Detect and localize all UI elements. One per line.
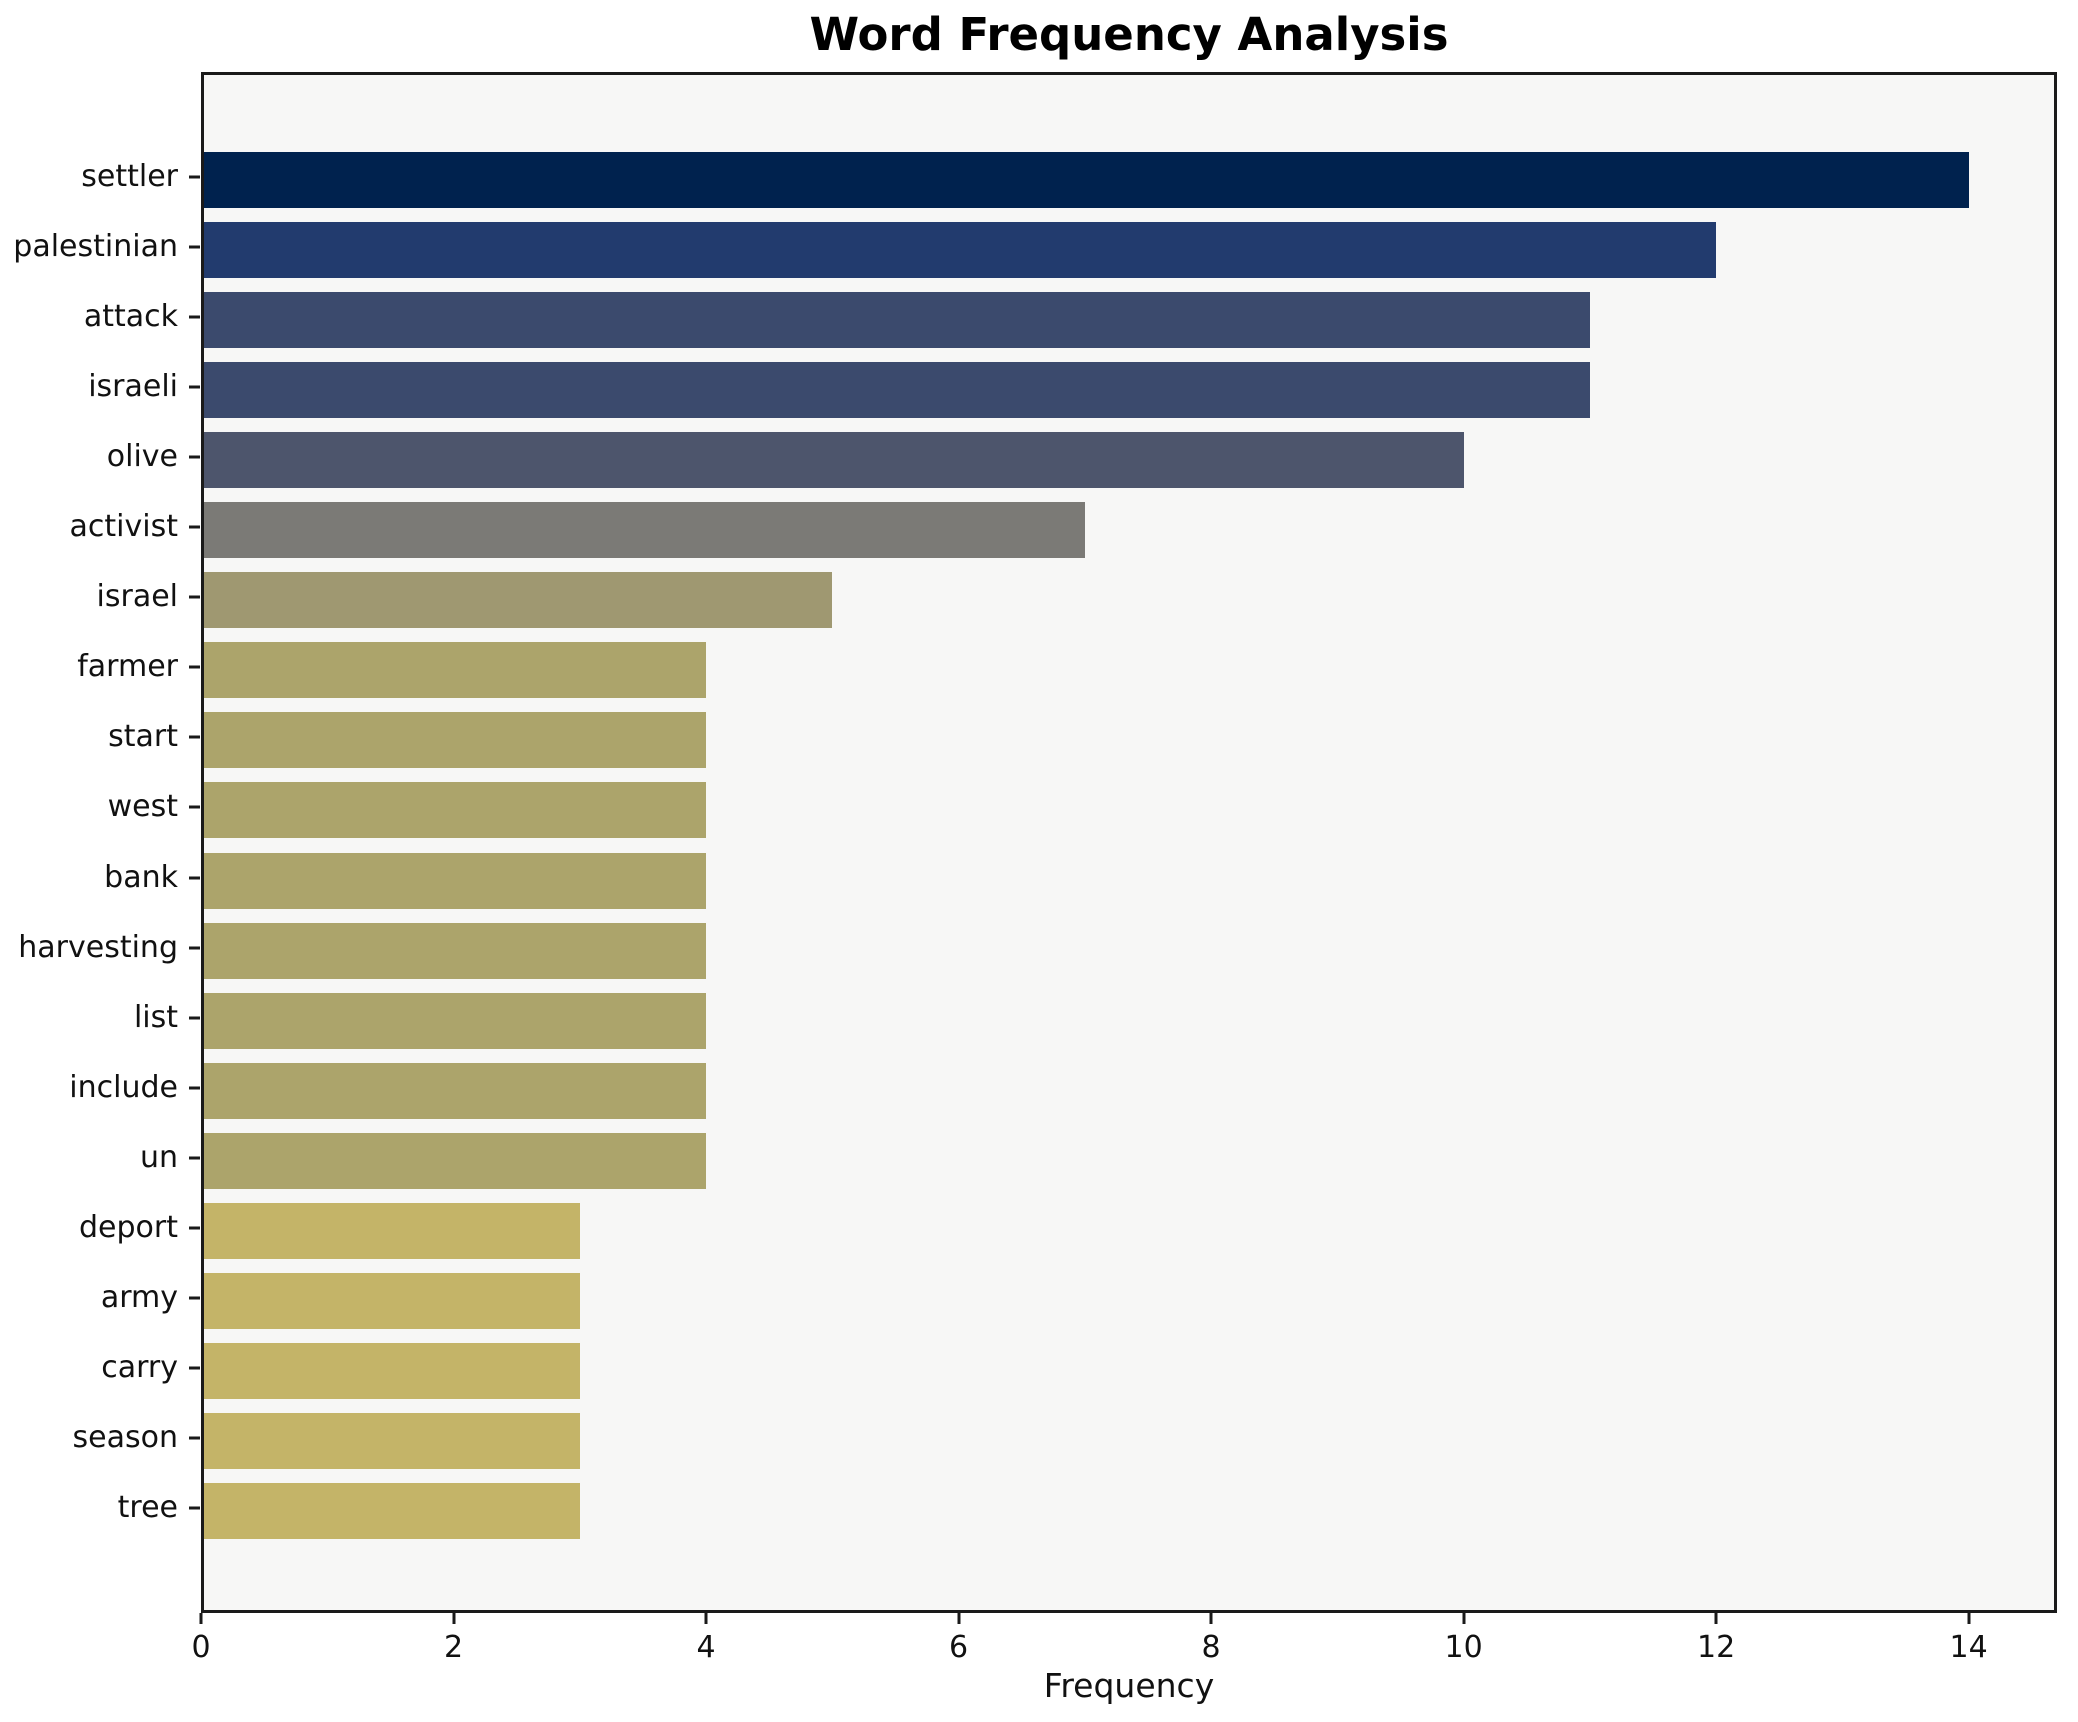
y-tick-label-settler: settler (81, 159, 178, 195)
bar-list (204, 992, 707, 1049)
y-tick-label-israeli: israeli (88, 369, 178, 405)
bar-army (204, 1272, 580, 1329)
y-tick-label-activist: activist (69, 509, 178, 545)
x-tick-label-12: 12 (1697, 1630, 1736, 1665)
bar-west (204, 782, 707, 839)
x-axis-title: Frequency (1043, 1666, 1215, 1705)
x-tick-mark (704, 1613, 708, 1624)
x-tick-mark (1714, 1613, 1718, 1624)
y-tick-label-olive: olive (106, 439, 178, 475)
y-tick-mark (189, 385, 200, 389)
y-tick-mark (189, 946, 200, 950)
x-tick-label-4: 4 (696, 1630, 716, 1665)
y-tick-label-carry: carry (101, 1349, 178, 1385)
x-tick-label-8: 8 (1201, 1630, 1221, 1665)
y-tick-label-list: list (133, 999, 178, 1035)
bar-start (204, 712, 707, 769)
y-tick-label-harvesting: harvesting (18, 929, 178, 965)
y-tick-label-israel: israel (96, 579, 178, 615)
x-tick-label-6: 6 (949, 1630, 969, 1665)
x-tick-mark (1967, 1613, 1971, 1624)
y-tick-mark (189, 805, 200, 809)
y-tick-mark (189, 245, 200, 249)
y-tick-mark (189, 665, 200, 669)
y-tick-mark (189, 525, 200, 529)
y-tick-mark (189, 1016, 200, 1020)
bar-israeli (204, 362, 1590, 419)
chart-title: Word Frequency Analysis (809, 8, 1449, 61)
y-tick-label-start: start (108, 719, 178, 755)
y-tick-mark (189, 1086, 200, 1090)
y-tick-mark (189, 455, 200, 459)
y-tick-label-bank: bank (104, 859, 178, 895)
y-tick-mark (189, 1366, 200, 1370)
y-tick-mark (189, 1156, 200, 1160)
x-tick-label-0: 0 (191, 1630, 211, 1665)
y-tick-mark (189, 315, 200, 319)
x-tick-mark (1209, 1613, 1213, 1624)
bar-tree (204, 1482, 580, 1539)
x-tick-mark (199, 1613, 203, 1624)
x-tick-label-14: 14 (1949, 1630, 1988, 1665)
y-tick-mark (189, 1506, 200, 1510)
y-tick-mark (189, 876, 200, 880)
y-tick-label-season: season (72, 1419, 178, 1455)
bar-palestinian (204, 222, 1717, 279)
y-tick-mark (189, 175, 200, 179)
y-tick-label-tree: tree (117, 1489, 178, 1525)
bar-israel (204, 572, 833, 629)
x-tick-label-10: 10 (1444, 1630, 1483, 1665)
y-tick-mark (189, 1296, 200, 1300)
bar-activist (204, 502, 1085, 559)
bar-season (204, 1412, 580, 1469)
x-tick-mark (452, 1613, 456, 1624)
y-tick-mark (189, 1436, 200, 1440)
y-tick-label-un: un (139, 1139, 178, 1175)
y-tick-label-include: include (69, 1069, 178, 1105)
bar-include (204, 1062, 707, 1119)
y-tick-label-army: army (100, 1279, 178, 1315)
bar-harvesting (204, 922, 707, 979)
bar-settler (204, 152, 1969, 209)
y-tick-label-palestinian: palestinian (13, 229, 178, 265)
bar-olive (204, 432, 1464, 489)
y-tick-label-deport: deport (79, 1209, 178, 1245)
bar-attack (204, 292, 1590, 349)
x-tick-mark (957, 1613, 961, 1624)
y-tick-label-farmer: farmer (77, 649, 178, 685)
bar-un (204, 1132, 707, 1189)
y-tick-mark (189, 1226, 200, 1230)
plot-area (201, 72, 2057, 1613)
y-tick-label-west: west (107, 789, 178, 825)
bar-bank (204, 852, 707, 909)
x-tick-mark (1462, 1613, 1466, 1624)
bar-farmer (204, 642, 707, 699)
y-tick-mark (189, 735, 200, 739)
x-tick-label-2: 2 (443, 1630, 464, 1665)
y-tick-label-attack: attack (83, 299, 178, 335)
y-tick-mark (189, 595, 200, 599)
bar-deport (204, 1202, 580, 1259)
bar-carry (204, 1342, 580, 1399)
